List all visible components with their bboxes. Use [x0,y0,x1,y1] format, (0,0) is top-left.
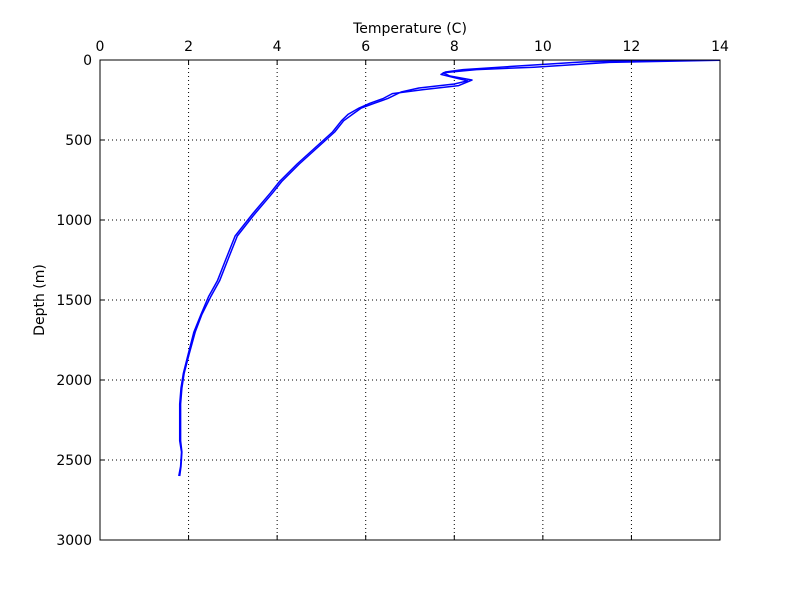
x-tick-label: 6 [361,39,370,55]
temperature-profile-line-down [178,59,676,477]
x-axis-title: Temperature (C) [352,21,467,37]
tick-labels: 0 2 4 6 8 10 12 14 0 500 1000 1500 2000 2500 3000 [56,39,729,549]
x-tick-label: 10 [534,39,552,55]
x-tick-label: 12 [623,39,641,55]
x-tick-label: 0 [96,39,105,55]
y-tick-label: 3000 [56,533,92,549]
y-tick-label: 2000 [56,373,92,389]
y-tick-label: 2500 [56,453,92,469]
x-tick-label: 4 [273,39,282,55]
x-tick-label: 14 [711,39,729,55]
temperature-profile-line-up [178,59,721,477]
x-tick-label: 8 [450,39,459,55]
axis-ticks [99,59,721,541]
y-tick-label: 1000 [56,213,92,229]
series-layer [178,59,721,477]
x-tick-label: 2 [184,39,193,55]
grid-lines [100,60,720,540]
y-axis-title: Depth (m) [32,264,48,336]
y-tick-label: 500 [65,133,92,149]
y-tick-label: 0 [83,53,92,69]
y-tick-label: 1500 [56,293,92,309]
